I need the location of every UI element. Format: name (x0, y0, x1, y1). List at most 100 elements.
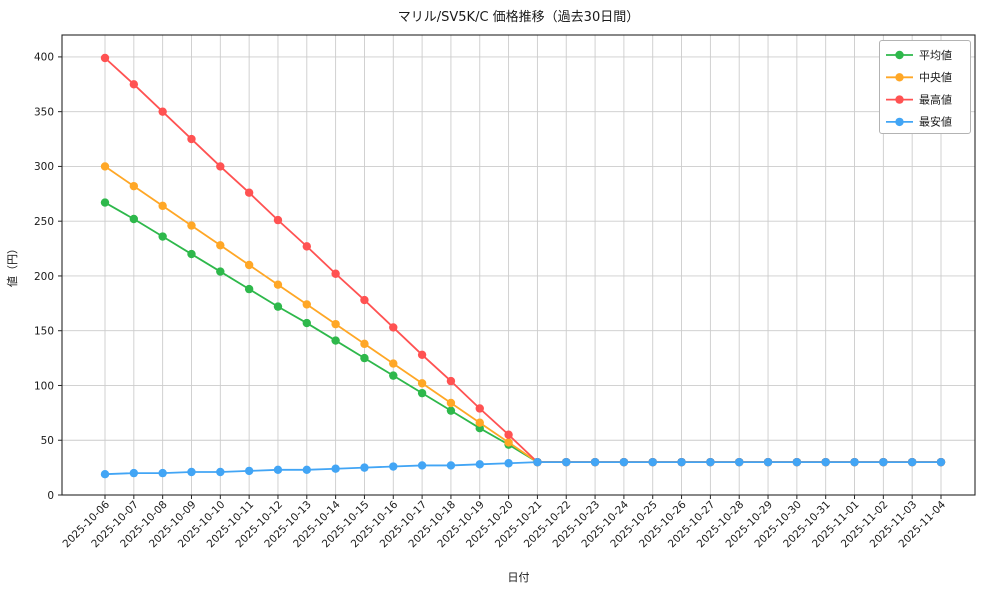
series-max-marker (475, 404, 484, 413)
series-min-marker (562, 457, 571, 467)
series-median-marker (302, 300, 311, 309)
series-average-marker (273, 302, 283, 311)
series-min-marker (417, 461, 427, 470)
series-median-marker (360, 339, 369, 349)
y-tick-label: 300 (34, 161, 54, 173)
legend-item-max: 最高値 (886, 92, 952, 106)
series-min-marker (590, 457, 600, 467)
legend-box (879, 40, 971, 134)
series-min-marker (792, 457, 802, 467)
series-min-marker (850, 457, 859, 467)
series-min-marker (879, 457, 888, 467)
series-median-marker (129, 181, 139, 191)
series-median-marker (446, 398, 456, 408)
series-min-marker (244, 466, 254, 476)
y-axis-label: 値（円） (6, 243, 19, 287)
series-min-marker (677, 457, 686, 467)
series-min-marker (389, 462, 398, 471)
grid (62, 35, 975, 496)
series-min-marker (619, 457, 629, 467)
x-axis-label: 日付 (508, 571, 530, 584)
series-max-marker (331, 269, 340, 278)
series-min (100, 457, 946, 479)
y-tick-label: 50 (41, 435, 54, 447)
series-average-marker (417, 388, 427, 398)
series-max-marker (417, 350, 427, 360)
series-min-marker (648, 457, 657, 467)
y-tick-label: 400 (34, 52, 54, 64)
series-max-marker (129, 80, 139, 89)
series-average-line (104, 201, 941, 464)
series-min-marker (907, 457, 917, 467)
legend-label: 最安値 (919, 115, 952, 129)
legend-item-median: 中央値 (886, 71, 952, 84)
series-min-marker (533, 457, 542, 467)
legend-label: 最高値 (919, 92, 952, 106)
series-average-marker (216, 267, 225, 276)
series-average-marker (244, 284, 254, 294)
legend-marker (895, 95, 904, 104)
series-average-marker (331, 336, 340, 345)
series-average-marker (360, 353, 369, 363)
series-max-marker (187, 134, 196, 144)
series-min-marker (446, 461, 456, 470)
series-average-marker (187, 249, 196, 259)
series-average-marker (389, 371, 398, 380)
series-max-marker (244, 188, 254, 197)
series-max-marker (158, 107, 167, 116)
legend-label: 平均値 (919, 49, 952, 62)
series-min-marker (273, 465, 283, 475)
series-min-marker (936, 457, 946, 467)
series-min-marker (216, 467, 225, 477)
series-min-marker (100, 469, 110, 479)
series-max-marker (273, 215, 283, 225)
legend-marker (895, 73, 904, 82)
series-min-marker (360, 463, 369, 472)
series-average-marker (446, 406, 456, 415)
y-tick-label: 200 (34, 271, 54, 283)
series-min-marker (158, 468, 167, 478)
series-max-marker (302, 242, 311, 251)
series-min-marker (706, 457, 715, 467)
series-min-marker (129, 468, 139, 478)
legend-marker (895, 117, 904, 127)
series-max (100, 53, 946, 467)
y-tick-label: 350 (34, 106, 54, 118)
series-median-line (104, 165, 941, 464)
ticks (58, 56, 942, 499)
series-max-marker (216, 162, 225, 171)
series-median-marker (216, 241, 225, 250)
series-median-marker (158, 201, 167, 211)
series-median-marker (389, 359, 398, 368)
series-min-line (104, 461, 941, 476)
series-average-marker (302, 318, 311, 328)
series-min-marker (187, 467, 196, 477)
series-max-marker (446, 376, 456, 386)
y-tick-label: 150 (34, 326, 54, 338)
series-median-marker (273, 280, 283, 289)
series-max-marker (100, 53, 110, 63)
series-median-marker (100, 162, 110, 171)
series-average-marker (100, 198, 110, 207)
series-average-marker (129, 214, 139, 224)
series-average-marker (158, 232, 167, 241)
y-tick-label: 0 (47, 490, 54, 502)
series-median-marker (504, 438, 513, 447)
series-average (100, 198, 946, 467)
series-min-marker (735, 457, 744, 467)
series-min-marker (763, 457, 773, 467)
series-median-marker (187, 221, 196, 230)
legend-item-average: 平均値 (886, 49, 952, 62)
legend-item-min: 最安値 (886, 115, 952, 129)
series-min-marker (331, 464, 340, 473)
y-tick-label: 250 (34, 216, 54, 228)
series-max-line (104, 57, 941, 464)
chart-title: マリル/SV5K/C 価格推移（過去30日間） (398, 9, 639, 25)
series-median-marker (475, 418, 484, 427)
series-min-marker (475, 460, 484, 469)
series-min-marker (821, 457, 830, 467)
series-max-marker (360, 295, 369, 305)
